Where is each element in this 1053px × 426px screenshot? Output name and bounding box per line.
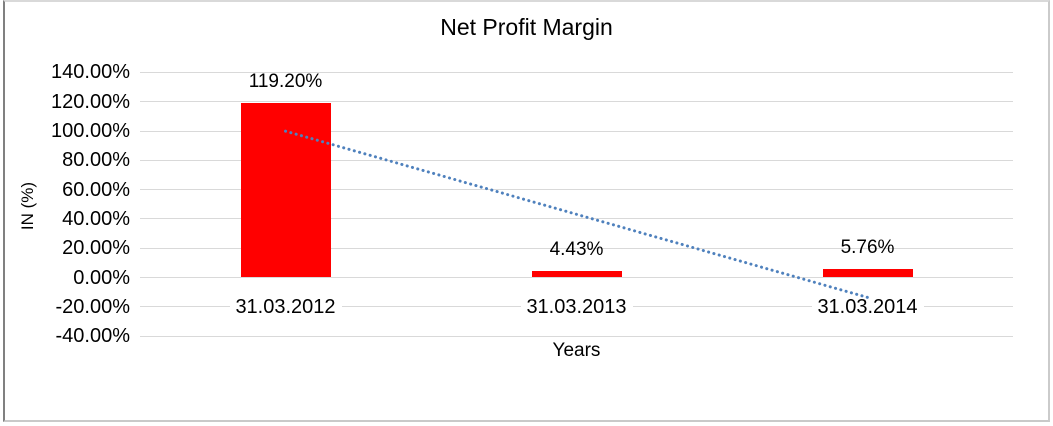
y-axis-tick-label: 20.00%	[62, 237, 130, 260]
bar-value-label: 4.43%	[549, 239, 604, 260]
gridline	[140, 277, 1013, 278]
x-axis-title: Years	[552, 340, 601, 361]
trendline[interactable]	[284, 129, 869, 299]
gridline	[140, 247, 1013, 249]
gridline	[140, 130, 1013, 132]
gridline	[140, 189, 1013, 191]
y-axis-tick-label: 80.00%	[62, 149, 130, 172]
y-axis-tick-label: -40.00%	[55, 325, 131, 348]
y-axis-tick-label: 120.00%	[51, 90, 130, 113]
gridline	[140, 159, 1013, 161]
x-category-label: 31.03.2014	[811, 296, 924, 318]
bar-31.03.2013[interactable]	[531, 271, 622, 278]
bar-value-label: 119.20%	[248, 70, 323, 92]
chart-title: Net Profit Margin	[440, 14, 613, 40]
gridline	[140, 335, 1013, 337]
y-axis-tick-label: 60.00%	[62, 178, 130, 201]
gridline	[140, 218, 1013, 220]
y-axis-tick-label: 140.00%	[51, 61, 130, 84]
bar-value-label: 5.76%	[840, 237, 895, 259]
x-category-label: 31.03.2012	[229, 296, 342, 318]
gridline	[140, 101, 1013, 103]
gridline	[140, 71, 1013, 73]
y-axis-tick-label: 100.00%	[51, 120, 130, 142]
y-axis-tick-label: 0.00%	[73, 266, 130, 289]
y-axis-tick-label: -20.00%	[55, 295, 131, 318]
chart-frame-border	[3, 0, 1050, 422]
bar-31.03.2014[interactable]	[822, 269, 913, 278]
y-axis-tick-label: 40.00%	[62, 207, 130, 230]
x-category-label: 31.03.2013	[520, 296, 633, 318]
